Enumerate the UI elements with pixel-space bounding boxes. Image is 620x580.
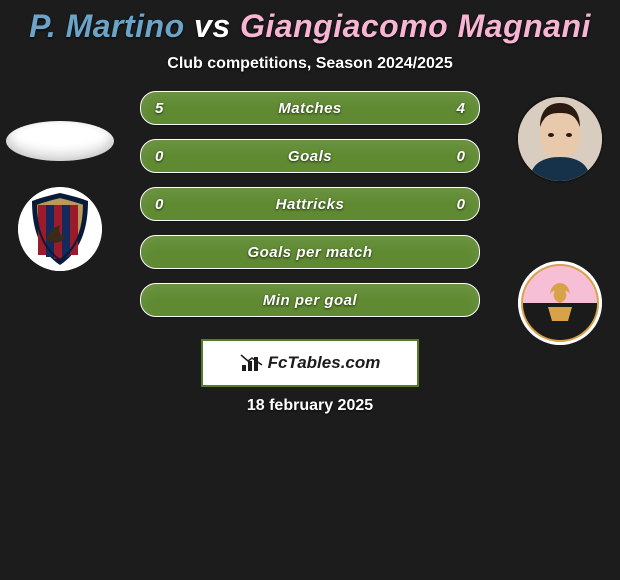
club-right-badge: [518, 261, 602, 345]
stat-right-value: 0: [457, 188, 465, 220]
stat-right-value: 4: [457, 92, 465, 124]
stat-label: Hattricks: [141, 188, 479, 220]
stat-row-goals-per-match: Goals per match: [140, 235, 480, 269]
player-right-photo: [518, 97, 602, 181]
page-title: P. Martino vs Giangiacomo Magnani: [0, 8, 620, 45]
player-left-name: P. Martino: [29, 8, 185, 44]
stat-right-value: 0: [457, 140, 465, 172]
brand-box: FcTables.com: [201, 339, 419, 387]
stat-row-goals: 0 Goals 0: [140, 139, 480, 173]
club-left-badge: [18, 187, 102, 271]
stat-pill-list: 5 Matches 4 0 Goals 0 0 Hattricks 0 Goal…: [140, 91, 480, 317]
comparison-panel: 5 Matches 4 0 Goals 0 0 Hattricks 0 Goal…: [0, 91, 620, 431]
stat-label: Matches: [141, 92, 479, 124]
stat-label: Min per goal: [141, 284, 479, 316]
date-line: 18 february 2025: [0, 397, 620, 415]
player-left-photo: [6, 121, 114, 161]
stat-row-hattricks: 0 Hattricks 0: [140, 187, 480, 221]
stat-row-min-per-goal: Min per goal: [140, 283, 480, 317]
player-right-name: Giangiacomo Magnani: [240, 8, 591, 44]
bar-chart-icon: [240, 353, 264, 373]
stat-row-matches: 5 Matches 4: [140, 91, 480, 125]
stat-label: Goals per match: [141, 236, 479, 268]
vs-separator: vs: [194, 8, 231, 44]
brand-label: FcTables.com: [268, 353, 381, 373]
stat-label: Goals: [141, 140, 479, 172]
subtitle: Club competitions, Season 2024/2025: [0, 55, 620, 73]
